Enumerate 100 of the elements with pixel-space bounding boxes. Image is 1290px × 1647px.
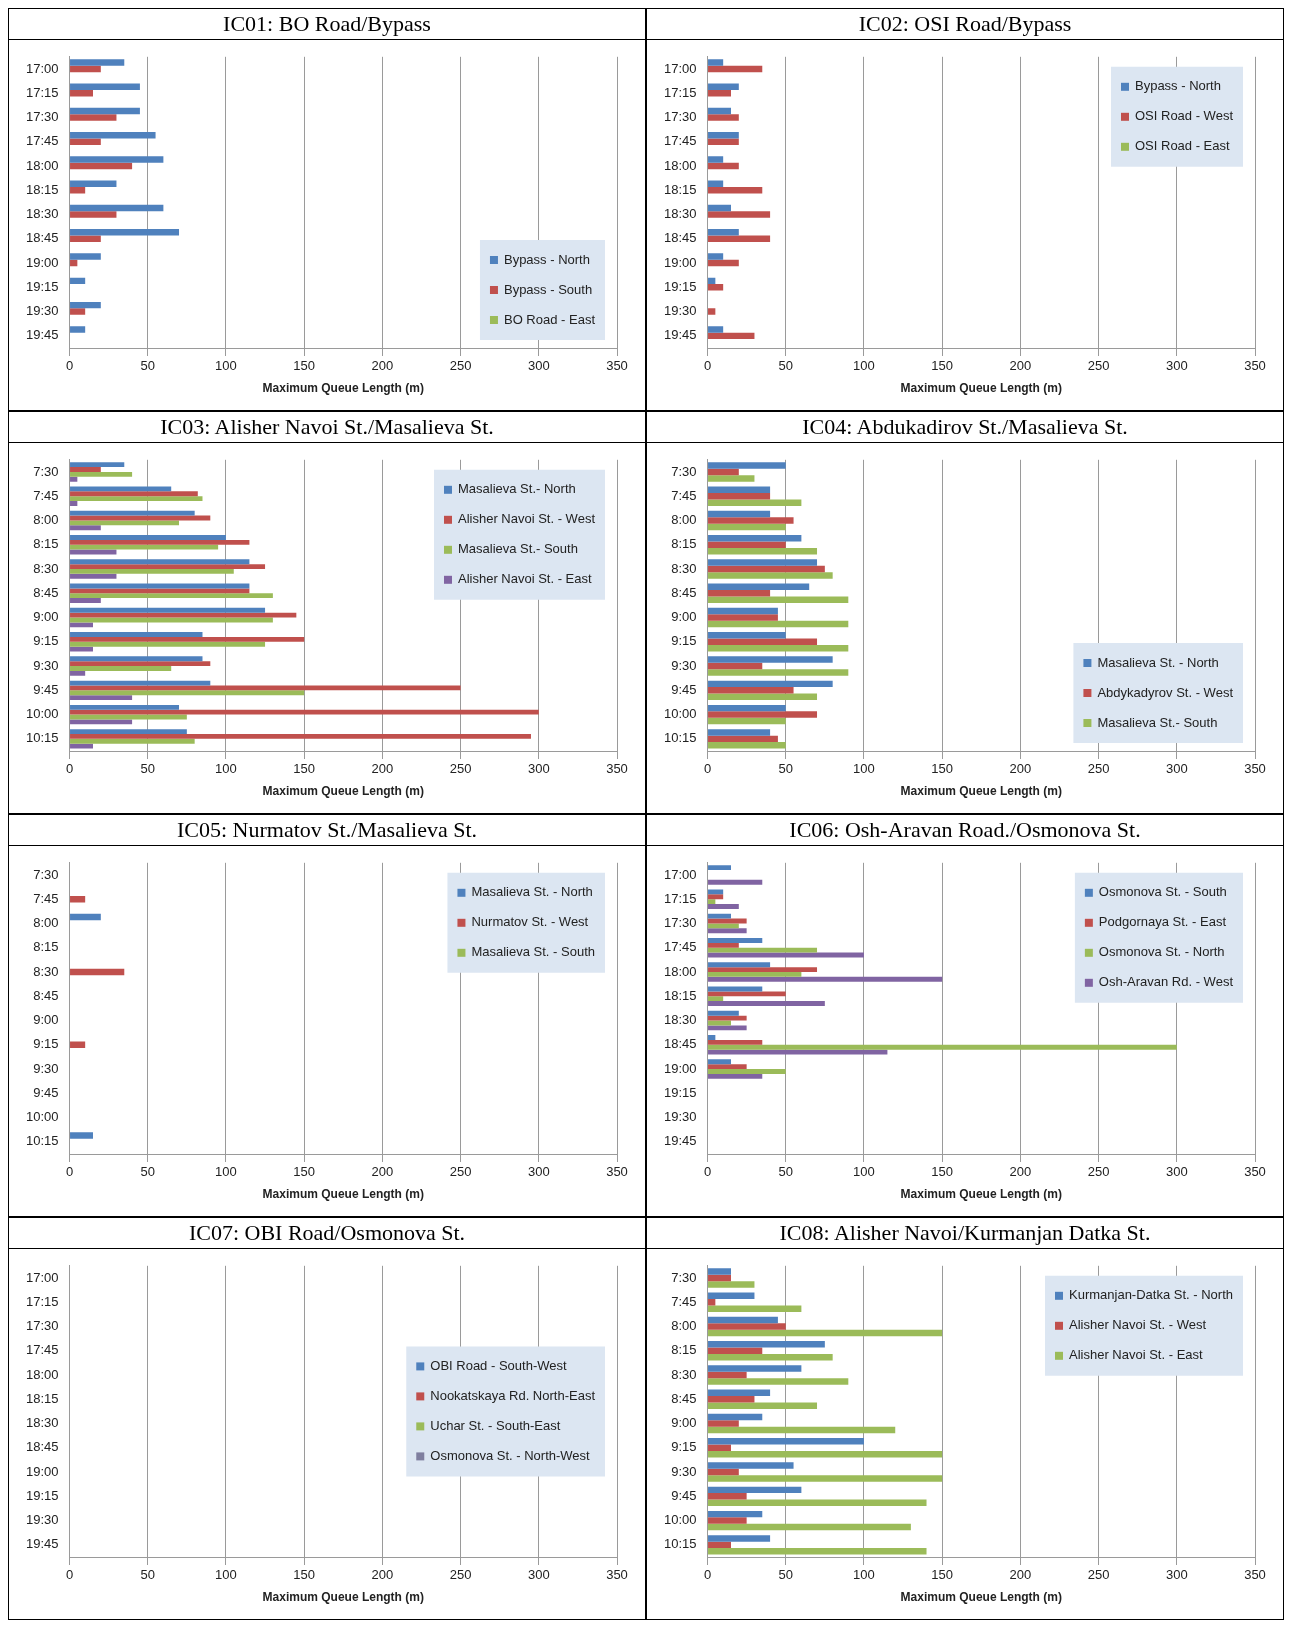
legend-label: Masalieva St.- South xyxy=(1097,714,1218,730)
x-axis-title: Maximum Queue Length (m) xyxy=(262,1187,424,1202)
x-tick-label: 300 xyxy=(1165,1164,1188,1180)
x-tick-label: 300 xyxy=(527,1567,550,1583)
x-tick-label: 250 xyxy=(1087,1567,1110,1583)
chart-title: IC01: BO Road/Bypass xyxy=(9,9,645,40)
y-tick-label: 18:45 xyxy=(25,230,59,246)
y-tick-label: 18:15 xyxy=(25,1390,59,1406)
y-tick-label: 17:15 xyxy=(25,1293,59,1309)
x-tick-label: 200 xyxy=(1009,358,1032,374)
legend-label: Kurmanjan-Datka St. - North xyxy=(1069,1287,1234,1303)
y-tick-label: 19:45 xyxy=(25,327,59,343)
y-tick-label: 19:00 xyxy=(663,1060,697,1076)
y-tick-label: 7:30 xyxy=(671,1269,697,1285)
x-tick-label: 250 xyxy=(449,761,472,777)
y-tick-label: 10:15 xyxy=(663,730,697,746)
y-tick-label: 17:45 xyxy=(663,939,697,955)
x-tick-label: 150 xyxy=(931,761,954,777)
y-tick-label: 17:00 xyxy=(663,866,697,882)
y-tick-label: 9:30 xyxy=(33,1060,59,1076)
y-tick-label: 19:30 xyxy=(663,303,697,319)
y-tick-label: 17:30 xyxy=(663,109,697,125)
y-tick-label: 8:45 xyxy=(33,987,59,1003)
x-tick-label: 50 xyxy=(140,1164,155,1180)
chart-title: IC07: OBI Road/Osmonova St. xyxy=(9,1218,645,1249)
y-tick-label: 8:15 xyxy=(671,1342,697,1358)
x-tick-label: 200 xyxy=(1009,1567,1032,1583)
x-tick-label: 100 xyxy=(853,1164,875,1180)
x-axis-title: Maximum Queue Length (m) xyxy=(262,381,424,396)
legend-label: Osmonova St. - North xyxy=(1098,944,1225,960)
x-tick-label: 300 xyxy=(527,761,550,777)
legend-label: OBI Road - South-West xyxy=(430,1357,567,1373)
y-tick-label: 7:45 xyxy=(33,487,59,503)
y-tick-label: 9:30 xyxy=(671,1463,697,1479)
y-tick-label: 9:45 xyxy=(671,1487,697,1503)
y-tick-label: 18:00 xyxy=(663,157,697,173)
x-tick-label: 300 xyxy=(527,358,550,374)
legend-label: Uchar St. - South-East xyxy=(430,1417,561,1433)
x-tick-label: 150 xyxy=(293,358,316,374)
legend-label: Alisher Navoi St. - East xyxy=(457,571,593,587)
x-tick-label: 50 xyxy=(778,761,793,777)
x-tick-label: 0 xyxy=(703,1567,712,1583)
legend-label: Masalieva St.- North xyxy=(457,481,576,497)
y-tick-label: 9:30 xyxy=(33,657,59,673)
legend-label: Osh-Aravan Rd. - West xyxy=(1098,974,1234,990)
y-tick-label: 8:30 xyxy=(671,560,697,576)
legend-label: Nookatskaya Rd. North-East xyxy=(430,1387,596,1403)
legend-label: Alisher Navoi St. - West xyxy=(457,511,596,527)
y-tick-label: 8:30 xyxy=(671,1366,697,1382)
chart-title: IC04: Abdukadirov St./Masalieva St. xyxy=(647,412,1283,443)
y-tick-label: 18:30 xyxy=(663,206,697,222)
x-tick-label: 200 xyxy=(371,1164,394,1180)
x-tick-label: 200 xyxy=(371,1567,394,1583)
x-tick-label: 50 xyxy=(778,358,793,374)
y-tick-label: 17:30 xyxy=(25,1318,59,1334)
legend-label: Bypass - North xyxy=(503,251,590,267)
x-tick-label: 0 xyxy=(65,358,74,374)
y-tick-label: 8:00 xyxy=(33,512,59,528)
y-tick-label: 17:15 xyxy=(663,890,697,906)
y-tick-label: 7:30 xyxy=(33,463,59,479)
y-tick-label: 17:45 xyxy=(25,1342,59,1358)
chart-title: IC05: Nurmatov St./Masalieva St. xyxy=(9,815,645,846)
y-tick-label: 8:15 xyxy=(33,939,59,955)
x-tick-label: 50 xyxy=(140,1567,155,1583)
y-tick-label: 19:45 xyxy=(25,1536,59,1552)
y-tick-label: 18:15 xyxy=(25,181,59,197)
y-tick-label: 17:45 xyxy=(25,133,59,149)
x-tick-label: 50 xyxy=(778,1164,793,1180)
x-tick-label: 150 xyxy=(293,761,316,777)
x-tick-label: 50 xyxy=(140,358,155,374)
y-tick-label: 7:30 xyxy=(33,866,59,882)
x-tick-label: 300 xyxy=(527,1164,550,1180)
y-tick-label: 10:00 xyxy=(663,706,697,722)
y-tick-label: 9:15 xyxy=(33,633,59,649)
y-tick-label: 9:45 xyxy=(33,681,59,697)
legend-label: Masalieva St. - South xyxy=(471,944,596,960)
x-tick-label: 200 xyxy=(1009,1164,1032,1180)
y-tick-label: 19:00 xyxy=(25,1463,59,1479)
y-tick-label: 8:45 xyxy=(671,584,697,600)
x-tick-label: 100 xyxy=(853,1567,875,1583)
y-tick-label: 17:00 xyxy=(25,1269,59,1285)
y-tick-label: 9:30 xyxy=(671,657,697,673)
legend-label: OSI Road - East xyxy=(1134,138,1231,154)
y-tick-label: 10:15 xyxy=(663,1536,697,1552)
x-tick-label: 350 xyxy=(1244,1567,1266,1583)
y-tick-label: 17:00 xyxy=(663,60,697,76)
chart-title: IC02: OSI Road/Bypass xyxy=(647,9,1283,40)
y-tick-label: 8:00 xyxy=(671,1318,697,1334)
legend-label: Masalieva St. - North xyxy=(471,884,593,900)
x-tick-label: 100 xyxy=(215,358,237,374)
y-tick-label: 8:00 xyxy=(671,512,697,528)
y-tick-label: 19:00 xyxy=(25,254,59,270)
legend-label: Masalieva St.- South xyxy=(457,541,578,557)
y-tick-label: 19:15 xyxy=(663,1084,697,1100)
y-tick-label: 18:00 xyxy=(25,157,59,173)
y-tick-label: 8:30 xyxy=(33,963,59,979)
x-tick-label: 200 xyxy=(371,358,394,374)
y-tick-label: 8:15 xyxy=(671,536,697,552)
y-tick-label: 19:45 xyxy=(663,1133,697,1149)
legend-label: BO Road - East xyxy=(503,311,596,327)
